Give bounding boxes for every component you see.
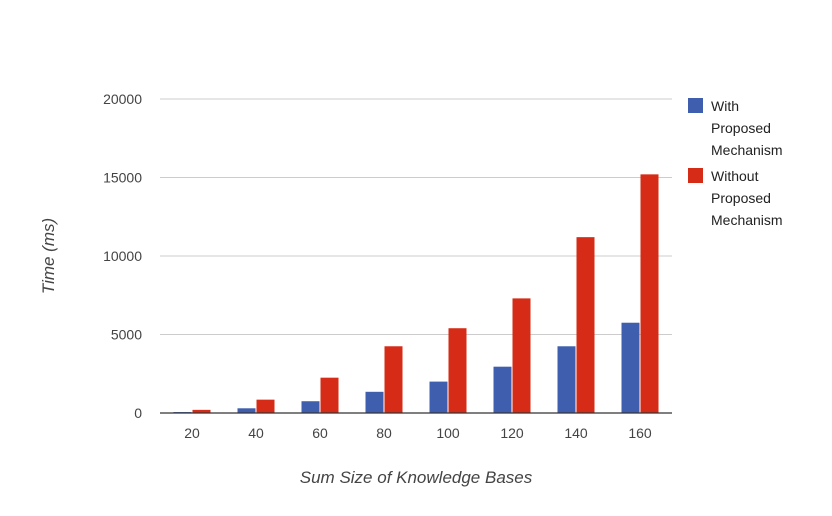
bar — [493, 366, 512, 413]
y-axis-ticks: 0 5000 10000 15000 20000 — [103, 91, 142, 421]
x-tick-label: 40 — [248, 425, 264, 441]
bar — [557, 346, 576, 413]
legend-swatch — [688, 98, 703, 113]
legend-label-line: Without — [711, 168, 759, 184]
legend-label: With Proposed Mechanism — [711, 98, 783, 158]
bar — [448, 328, 467, 413]
bar — [320, 377, 339, 413]
y-tick-label: 0 — [134, 405, 142, 421]
bar — [621, 322, 640, 413]
legend-item: Without Proposed Mechanism — [688, 168, 783, 228]
legend-label-line: Mechanism — [711, 212, 783, 228]
y-tick-label: 15000 — [103, 170, 142, 186]
x-tick-label: 20 — [184, 425, 200, 441]
x-axis-ticks: 20 40 60 80 100 120 140 160 — [184, 425, 652, 441]
x-axis-title: Sum Size of Knowledge Bases — [300, 468, 533, 487]
bar — [512, 298, 531, 413]
bar — [429, 381, 448, 413]
legend-label-line: Proposed — [711, 120, 771, 136]
bar — [640, 174, 659, 413]
y-tick-label: 10000 — [103, 248, 142, 264]
x-tick-label: 80 — [376, 425, 392, 441]
bars — [173, 174, 659, 413]
x-tick-label: 140 — [564, 425, 588, 441]
legend-label-line: With — [711, 98, 739, 114]
x-tick-label: 100 — [436, 425, 460, 441]
bar — [576, 237, 595, 413]
grid-lines — [160, 98, 672, 335]
legend-swatch — [688, 168, 703, 183]
bar — [192, 409, 211, 413]
bar — [365, 391, 384, 413]
x-tick-label: 120 — [500, 425, 524, 441]
bar — [301, 401, 320, 413]
legend: With Proposed Mechanism Without Proposed Mech… — [688, 98, 783, 228]
x-tick-label: 60 — [312, 425, 328, 441]
legend-label-line: Proposed — [711, 190, 771, 206]
bar — [256, 399, 275, 413]
y-tick-label: 5000 — [111, 327, 142, 343]
legend-item: With Proposed Mechanism — [688, 98, 783, 158]
legend-label-line: Mechanism — [711, 142, 783, 158]
y-tick-label: 20000 — [103, 91, 142, 107]
y-axis-title: Time (ms) — [39, 218, 58, 294]
legend-label: Without Proposed Mechanism — [711, 168, 783, 228]
x-tick-label: 160 — [628, 425, 652, 441]
bar — [237, 408, 256, 413]
bar — [384, 346, 403, 413]
